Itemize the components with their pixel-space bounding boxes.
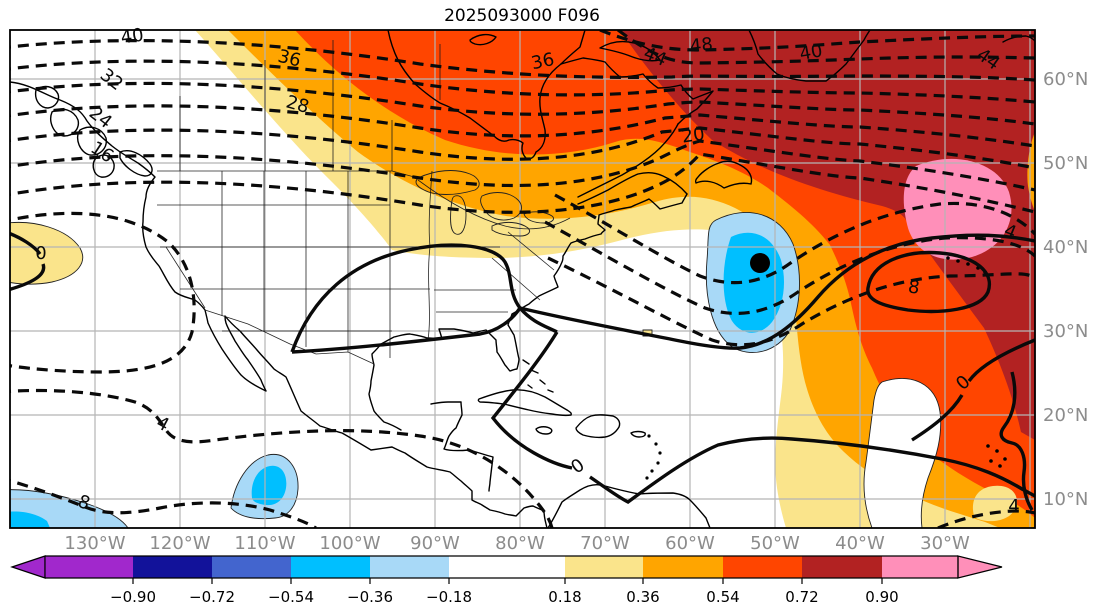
colorbar-segment bbox=[565, 556, 643, 578]
colorbar-left-arrow bbox=[10, 555, 46, 579]
colorbar-segment bbox=[449, 556, 565, 578]
colorbar-tick-label: 0.90 bbox=[865, 588, 898, 606]
shaded-anomaly-fields bbox=[10, 30, 1035, 528]
lon-tick-label: 120°W bbox=[149, 533, 210, 554]
lon-tick-label: 90°W bbox=[410, 533, 460, 554]
fill-dark-red-region bbox=[620, 30, 1035, 440]
graticule bbox=[10, 30, 1035, 528]
lon-tick-label: 100°W bbox=[319, 533, 380, 554]
storm-marker-dot bbox=[750, 253, 770, 273]
colorbar-segment bbox=[45, 556, 133, 578]
lon-tick-label: 40°W bbox=[835, 533, 885, 554]
colorbar-segment bbox=[291, 556, 370, 578]
figure-title: 2025093000 F096 bbox=[444, 6, 600, 26]
colorbar-segment bbox=[370, 556, 449, 578]
fill-orange-sliver bbox=[1027, 132, 1035, 212]
plot-frame bbox=[9, 29, 1036, 529]
colorbar-tick-label: 0.72 bbox=[785, 588, 818, 606]
contour-label: 8 bbox=[907, 276, 921, 298]
colorbar-segment bbox=[643, 556, 723, 578]
lon-tick-label: 130°W bbox=[64, 533, 125, 554]
fill-cyan-corner bbox=[10, 511, 50, 528]
colorbar: −0.90 −0.72 −0.54 −0.36 −0.18 0.18 0.36 0.54 0.7… bbox=[10, 555, 1003, 606]
lon-tick-label: 70°W bbox=[580, 533, 630, 554]
colorbar-tick-label: −0.18 bbox=[426, 588, 472, 606]
lat-tick-label: 10°N bbox=[1043, 489, 1088, 510]
lat-tick-label: 30°N bbox=[1043, 321, 1088, 342]
lat-tick-label: 40°N bbox=[1043, 237, 1088, 258]
colorbar-tick-label: −0.90 bbox=[110, 588, 156, 606]
contour-label: 0 bbox=[35, 243, 46, 264]
solid-contours bbox=[10, 231, 1035, 511]
contour-label: 20 bbox=[680, 124, 706, 148]
contour-label: 4 bbox=[1008, 496, 1019, 517]
lat-tick-label: 20°N bbox=[1043, 405, 1088, 426]
colorbar-tick-label: −0.54 bbox=[268, 588, 314, 606]
fill-pale-yellow-blob-br bbox=[972, 485, 1017, 522]
lon-tick-label: 110°W bbox=[234, 533, 295, 554]
lon-tick-label: 50°W bbox=[750, 533, 800, 554]
colorbar-segment bbox=[212, 556, 291, 578]
contour-label: 36 bbox=[529, 49, 556, 74]
island-dots bbox=[645, 256, 1007, 480]
fill-pale-yellow-left-lobe bbox=[10, 222, 84, 285]
great-lakes bbox=[415, 170, 555, 237]
colorbar-tick-label: 0.36 bbox=[626, 588, 659, 606]
longitude-axis-labels: 130°W 120°W 110°W 100°W 90°W 80°W 70°W 60°W 50°W… bbox=[64, 533, 970, 554]
colorbar-tick-label: 0.54 bbox=[706, 588, 739, 606]
contour-label: 48 bbox=[689, 34, 714, 57]
fill-cyan-core-south bbox=[251, 465, 287, 506]
lon-tick-label: 30°W bbox=[920, 533, 970, 554]
colorbar-segment bbox=[723, 556, 802, 578]
colorbar-segment bbox=[802, 556, 882, 578]
lon-tick-label: 60°W bbox=[665, 533, 715, 554]
colorbar-segment bbox=[133, 556, 212, 578]
fill-cyan-core bbox=[723, 232, 784, 333]
contour-label: 40 bbox=[119, 25, 145, 49]
colorbar-segment bbox=[882, 556, 958, 578]
lat-tick-label: 50°N bbox=[1043, 153, 1088, 174]
colorbar-right-arrow bbox=[957, 555, 1003, 579]
colorbar-tick-label: −0.36 bbox=[347, 588, 393, 606]
colorbar-tick-label: 0.18 bbox=[548, 588, 581, 606]
contour-label: 40 bbox=[798, 40, 824, 65]
lat-tick-label: 60°N bbox=[1043, 69, 1088, 90]
latitude-axis-labels: 60°N 50°N 40°N 30°N 20°N 10°N bbox=[1043, 69, 1088, 510]
colorbar-tick-label: −0.72 bbox=[189, 588, 235, 606]
lon-tick-label: 80°W bbox=[495, 533, 545, 554]
dashed-contours bbox=[10, 30, 1035, 528]
colorbar-outline bbox=[44, 555, 959, 579]
